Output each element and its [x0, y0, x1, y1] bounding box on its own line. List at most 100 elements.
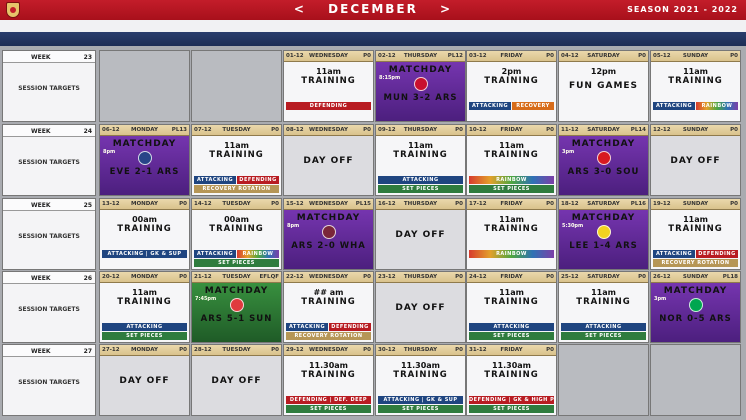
day-header: 14-12 TUESDAY P0 — [192, 199, 281, 210]
session-label: TRAINING — [484, 224, 539, 234]
training-cell[interactable]: 07-12 TUESDAY P0 11am TRAINING ATTACKING DEFEN… — [191, 124, 282, 196]
day-name: MONDAY — [130, 127, 159, 133]
day-name: FRIDAY — [500, 53, 523, 59]
training-cell[interactable]: 09-12 THURSDAY P0 11am TRAINING ATTACKING SET … — [375, 124, 466, 196]
day-header: 25-12 SATURDAY P0 — [559, 272, 648, 283]
season-label: SEASON 2021 - 2022 — [627, 5, 738, 14]
training-cell[interactable]: 01-12 WEDNESDAY P0 11am TRAINING DEFENDING — [283, 50, 374, 122]
session-targets-label: SESSION TARGETS — [18, 306, 80, 313]
session-tags: RAINBOW — [467, 250, 556, 258]
session-label: TRAINING — [301, 297, 356, 307]
matchday-cell[interactable]: 26-12 SUNDAY PL18 3pm MATCHDAY NOR 0-5 ARS — [650, 271, 741, 343]
week-label-cell[interactable]: WEEK 26 SESSION TARGETS — [2, 271, 96, 343]
session-tags: ATTACKING DEFENDING RECOVERY ROTATION — [651, 250, 740, 267]
day-off-cell[interactable]: 08-12 WEDNESDAY P0 DAY OFF — [283, 124, 374, 196]
training-cell[interactable]: 13-12 MONDAY P0 00am TRAINING ATTACKING | GK … — [99, 198, 190, 270]
top-header-bar: < DECEMBER > SEASON 2021 - 2022 — [0, 0, 746, 20]
session-label: TRAINING — [393, 370, 448, 380]
session-targets-label: SESSION TARGETS — [18, 159, 80, 166]
matchday-cell[interactable]: 18-12 SATURDAY PL16 5:30pm MATCHDAY LEE 1-4 A… — [558, 198, 649, 270]
week-label-cell[interactable]: WEEK 24 SESSION TARGETS — [2, 124, 96, 196]
day-date: 23-12 — [378, 274, 396, 280]
training-cell[interactable]: 24-12 FRIDAY P0 11am TRAINING ATTACKING SET PI… — [466, 271, 557, 343]
training-cell[interactable]: 20-12 MONDAY P0 11am TRAINING ATTACKING SET PI… — [99, 271, 190, 343]
match-score: ARS 3-0 SOU — [567, 167, 640, 177]
kickoff-time: 3pm — [562, 149, 575, 155]
day-name: SUNDAY — [682, 201, 709, 207]
week-label-cell[interactable]: WEEK 23 SESSION TARGETS — [2, 50, 96, 122]
session-label: TRAINING — [668, 224, 723, 234]
prev-month-button[interactable]: < — [293, 2, 306, 16]
session-label: TRAINING — [484, 150, 539, 160]
training-cell[interactable]: 30-12 THURSDAY P0 11.30am TRAINING ATTACKING … — [375, 344, 466, 416]
day-name: SATURDAY — [587, 53, 620, 59]
training-cell[interactable]: 05-12 SUNDAY P0 11am TRAINING ATTACKING RAINBO… — [650, 50, 741, 122]
day-name: FRIDAY — [500, 201, 523, 207]
session-tags: DEFENDING — [284, 102, 373, 110]
matchday-cell[interactable]: 15-12 WEDNESDAY PL15 8pm MATCHDAY ARS 2-0 WHA — [283, 198, 374, 270]
day-off-cell[interactable]: 12-12 SUNDAY P0 DAY OFF — [650, 124, 741, 196]
day-code: P0 — [546, 274, 554, 280]
matchday-title: MATCHDAY — [204, 286, 269, 296]
training-cell[interactable]: 29-12 WEDNESDAY P0 11.30am TRAINING DEFENDING… — [283, 344, 374, 416]
session-tags: ATTACKING | GK & SUP — [100, 250, 189, 258]
week-row: WEEK 24 SESSION TARGETS 06-12 MONDAY PL13 8pm M… — [0, 124, 746, 196]
day-date: 09-12 — [378, 127, 396, 133]
session-tag: SET PIECES — [378, 405, 463, 413]
fun-games-cell[interactable]: 04-12 SATURDAY P0 12pm FUN GAMES — [558, 50, 649, 122]
day-off-cell[interactable]: 16-12 THURSDAY P0 DAY OFF — [375, 198, 466, 270]
training-cell[interactable]: 25-12 SATURDAY P0 11am TRAINING ATTACKING SET … — [558, 271, 649, 343]
training-cell[interactable]: 19-12 SUNDAY P0 11am TRAINING ATTACKING DEFEND… — [650, 198, 741, 270]
day-code: P0 — [455, 347, 463, 353]
next-month-button[interactable]: > — [440, 2, 453, 16]
day-off-cell[interactable]: 27-12 MONDAY P0 DAY OFF — [99, 344, 190, 416]
session-label: TRAINING — [393, 150, 448, 160]
day-off-cell[interactable]: 23-12 THURSDAY P0 DAY OFF — [375, 271, 466, 343]
session-tag: SET PIECES — [286, 405, 371, 413]
matchday-title: MATCHDAY — [112, 139, 177, 149]
tag-row: ATTACKING RAINBOW — [194, 250, 279, 258]
training-cell[interactable]: 10-12 FRIDAY P0 11am TRAINING RAINBOW SET PIEC… — [466, 124, 557, 196]
session-label: TRAINING — [209, 150, 264, 160]
day-date: 21-12 — [194, 274, 212, 280]
day-code: PL15 — [355, 201, 371, 207]
week-label-cell[interactable]: WEEK 27 SESSION TARGETS — [2, 344, 96, 416]
training-cell[interactable]: 31-12 FRIDAY P0 11.30am TRAINING DEFENDING | … — [466, 344, 557, 416]
week-header: WEEK 26 — [3, 272, 95, 284]
club-crest-icon — [6, 2, 20, 18]
day-code: P0 — [638, 53, 646, 59]
training-cell[interactable]: 17-12 FRIDAY P0 11am TRAINING RAINBOW — [466, 198, 557, 270]
opponent-crest-icon — [229, 298, 244, 312]
day-code: P0 — [546, 347, 554, 353]
day-code: PL18 — [722, 274, 738, 280]
opponent-crest-icon — [413, 77, 428, 91]
day-name: TUESDAY — [222, 274, 251, 280]
training-cell[interactable]: 03-12 FRIDAY P0 2pm TRAINING ATTACKING RECOVER… — [466, 50, 557, 122]
tag-row: RECOVERY ROTATION — [194, 185, 279, 193]
day-off-label: DAY OFF — [303, 156, 354, 166]
matchday-cell[interactable]: 11-12 SATURDAY PL14 3pm MATCHDAY ARS 3-0 SOU — [558, 124, 649, 196]
session-label: TRAINING — [668, 76, 723, 86]
match-score: EVE 2-1 ARS — [109, 167, 180, 177]
matchday-cell[interactable]: 21-12 TUESDAY EFLQF 7:45pm MATCHDAY ARS 5-1 S… — [191, 271, 282, 343]
day-off-cell[interactable]: 28-12 TUESDAY P0 DAY OFF — [191, 344, 282, 416]
session-time: 2pm — [501, 67, 522, 76]
matchday-cell[interactable]: 06-12 MONDAY PL13 8pm MATCHDAY EVE 2-1 ARS — [99, 124, 190, 196]
tag-row: RECOVERY ROTATION — [653, 259, 738, 267]
week-label-cell[interactable]: WEEK 25 SESSION TARGETS — [2, 198, 96, 270]
session-time: 00am — [132, 215, 157, 224]
day-date: 16-12 — [378, 201, 396, 207]
day-code: PL14 — [630, 127, 646, 133]
session-tag: SET PIECES — [469, 332, 554, 340]
day-date: 11-12 — [561, 127, 579, 133]
matchday-cell[interactable]: 02-12 THURSDAY PL12 8:15pm MATCHDAY MUN 3-2 A… — [375, 50, 466, 122]
day-header: 10-12 FRIDAY P0 — [467, 125, 556, 136]
session-tags: ATTACKING DEFENDING RECOVERY ROTATION — [192, 176, 281, 193]
week-row: WEEK 25 SESSION TARGETS 13-12 MONDAY P0 00am TR… — [0, 198, 746, 270]
day-name: TUESDAY — [222, 347, 251, 353]
training-cell[interactable]: 14-12 TUESDAY P0 00am TRAINING ATTACKING RAINB… — [191, 198, 282, 270]
tag-row: RECOVERY ROTATION — [286, 332, 371, 340]
day-name: THURSDAY — [403, 347, 438, 353]
match-score: ARS 5-1 SUN — [200, 314, 273, 324]
training-cell[interactable]: 22-12 WEDNESDAY P0 ## am TRAINING ATTACKING DE… — [283, 271, 374, 343]
